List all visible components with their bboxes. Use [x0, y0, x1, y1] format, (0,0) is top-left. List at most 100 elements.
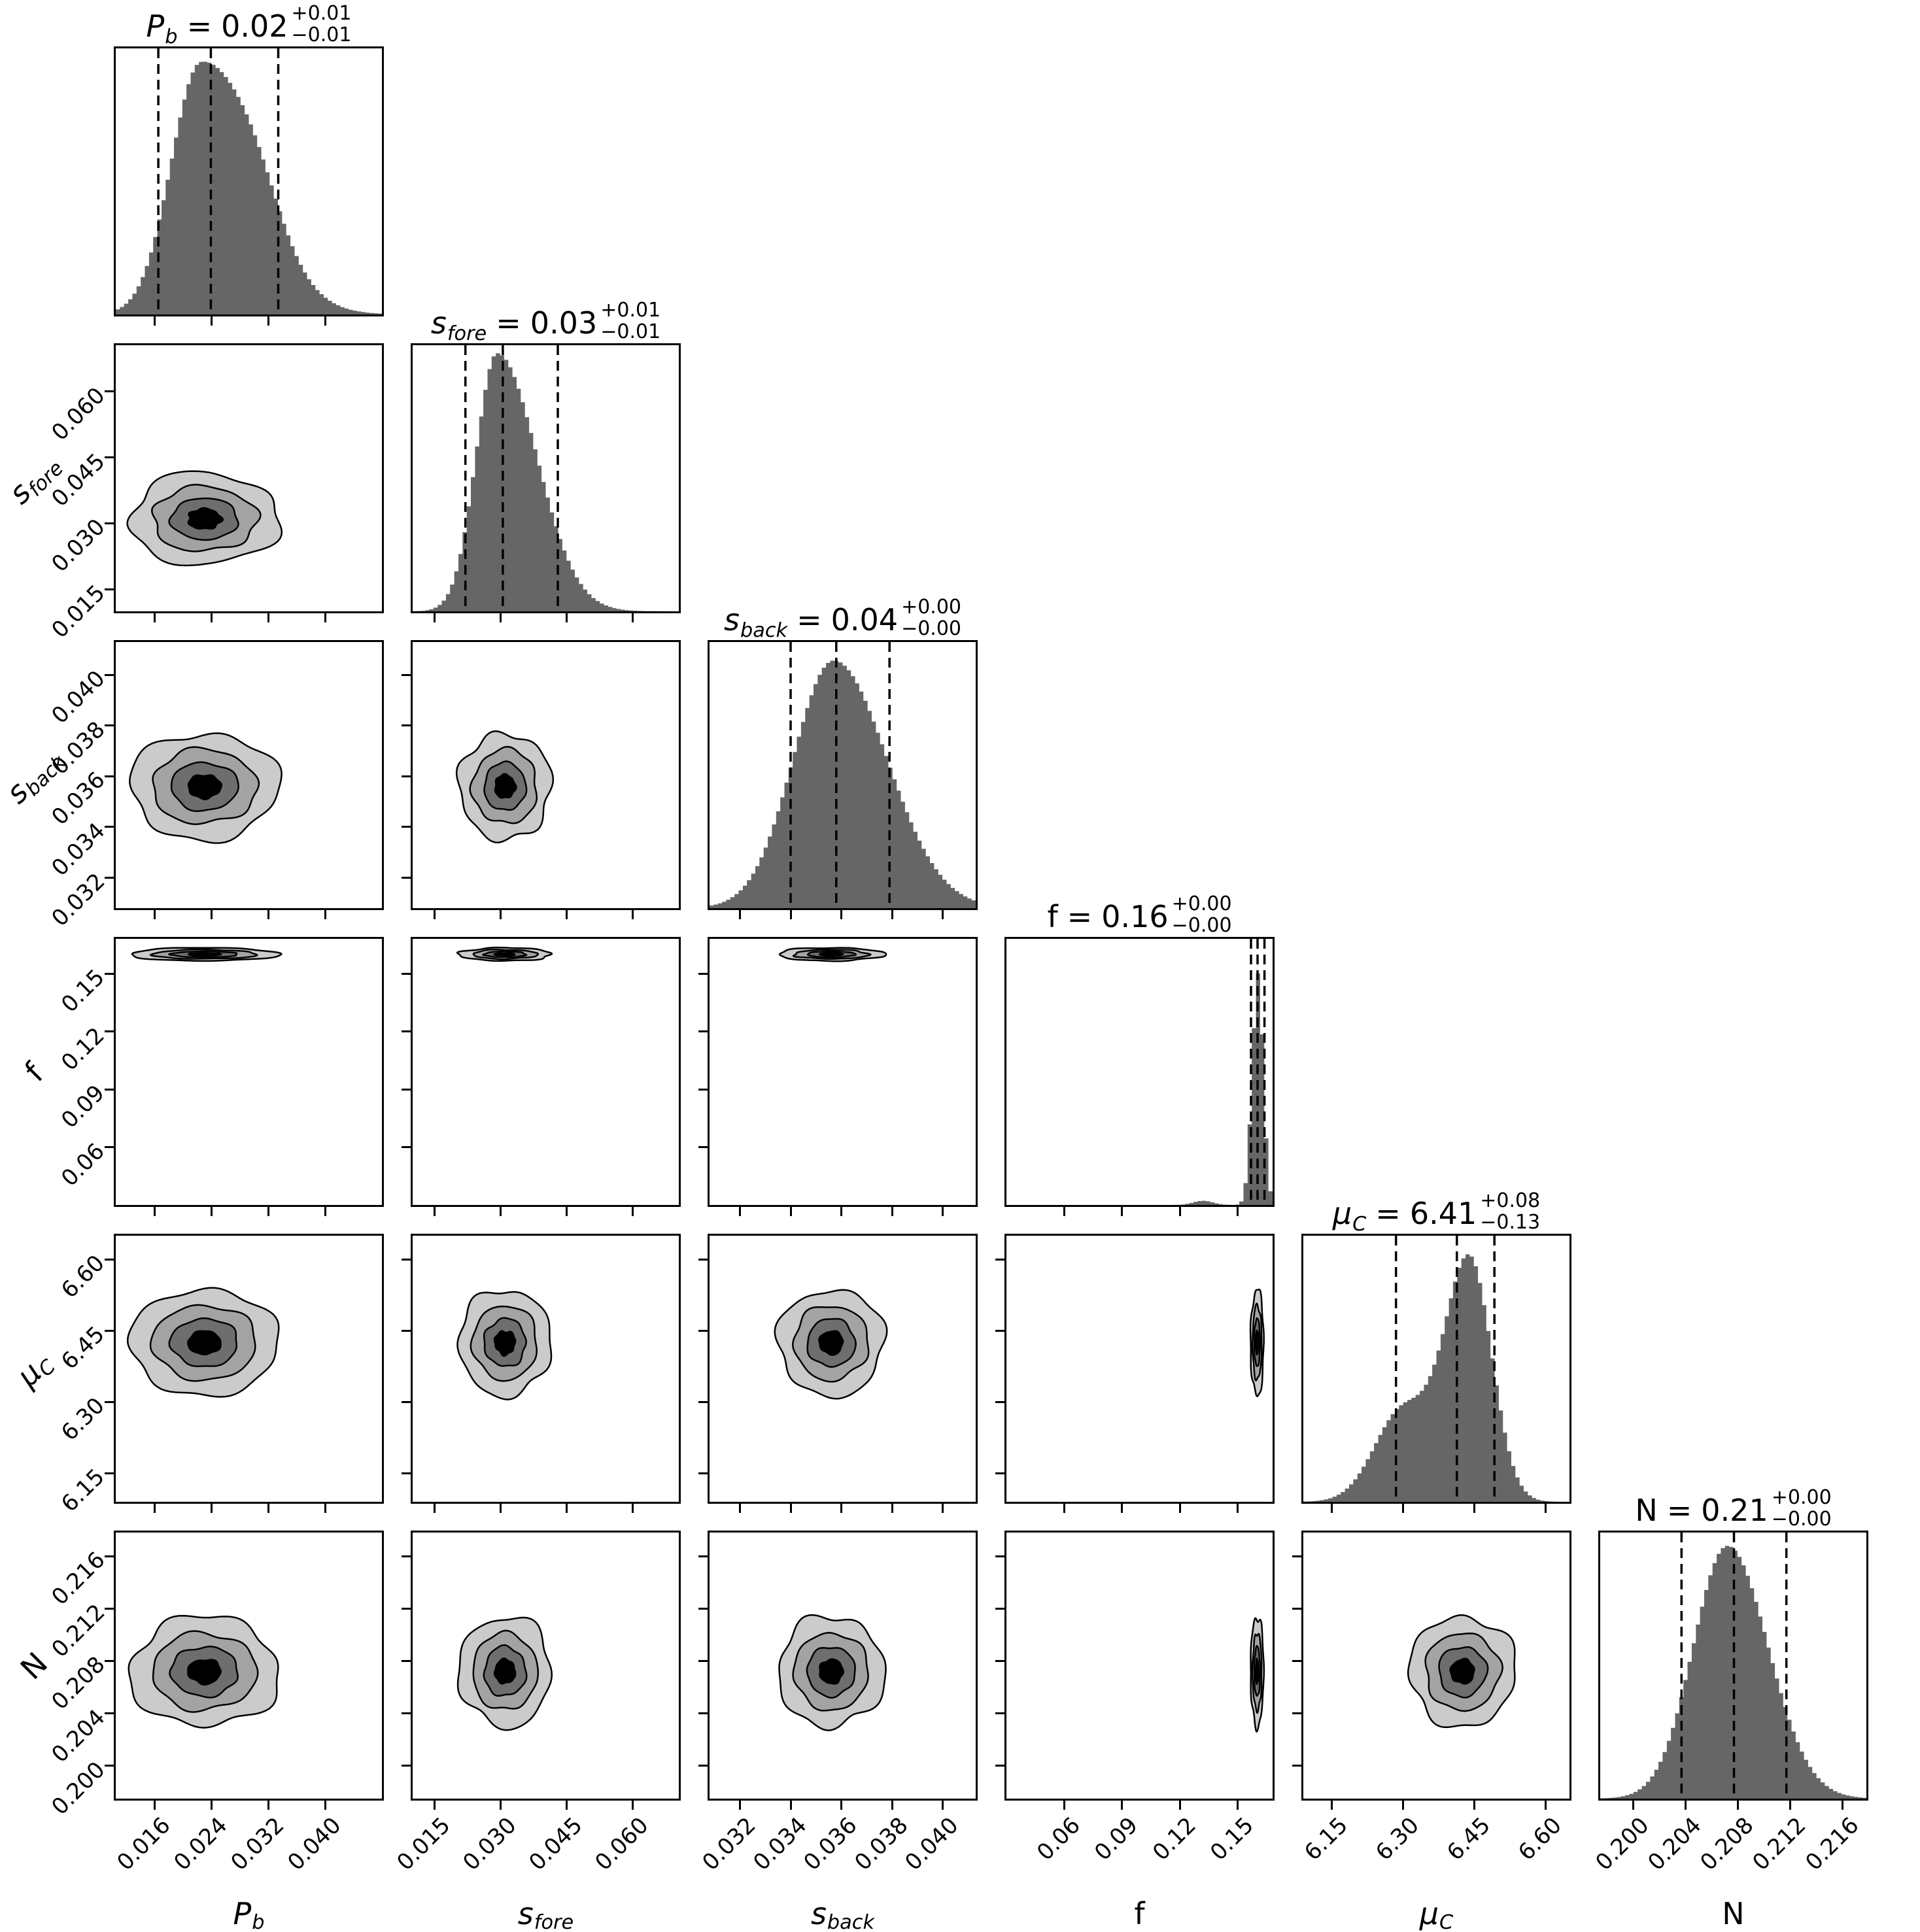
x-tick-label-text: 0.040 [900, 1812, 964, 1876]
y-tick-label-text: 0.208 [46, 1652, 111, 1716]
y-tick [105, 456, 114, 459]
y-tick [105, 1400, 114, 1403]
title-uncertainty: +0.00 −0.00 [901, 596, 961, 640]
y-tick [105, 724, 114, 727]
contour-level-4 [187, 507, 224, 530]
x-tick [1237, 1207, 1239, 1216]
contour-level-4 [492, 952, 516, 957]
x-tick [1121, 1801, 1123, 1810]
y-tick [698, 1472, 708, 1474]
x-tick-label-text: 0.038 [849, 1812, 914, 1876]
param-label-sub: back [740, 619, 788, 643]
y-tick-label-text: 0.060 [46, 382, 111, 446]
y-tick [402, 1088, 411, 1091]
param-label-main: s [430, 305, 447, 341]
y-tick [995, 1659, 1004, 1662]
hist-P_b [114, 46, 384, 316]
y-tick-label-text: 0.212 [46, 1599, 111, 1663]
title-uncertainty: +0.01 −0.01 [292, 3, 352, 46]
y-tick [105, 1712, 114, 1715]
panel-s_back-vs-P_b [114, 640, 384, 910]
y-tick [105, 876, 114, 879]
x-tick [1473, 1504, 1476, 1513]
y-axis-label-text: μC [10, 1344, 61, 1393]
x-tick-label-text: 0.036 [798, 1812, 863, 1876]
y-tick [1292, 1555, 1301, 1557]
title-value: 0.21 [1701, 1493, 1768, 1528]
x-tick [1842, 1801, 1844, 1810]
title-plus: +0.01 [291, 1, 352, 25]
title-value: 0.03 [530, 305, 598, 341]
y-tick-label-text: 0.030 [46, 514, 111, 578]
y-tick-label-text: 0.034 [46, 817, 111, 881]
x-tick [789, 910, 792, 919]
x-tick [942, 1801, 944, 1810]
y-tick [105, 1258, 114, 1261]
y-tick-label-text: 0.015 [46, 580, 111, 644]
x-tick-label-text: 0.060 [590, 1812, 654, 1876]
hist-s_back [708, 640, 978, 910]
x-tick [1545, 1504, 1547, 1513]
y-tick [402, 1400, 411, 1403]
y-tick [698, 1659, 708, 1662]
x-tick [1789, 1801, 1792, 1810]
param-label-main: f [1047, 899, 1058, 934]
equals-sign: = [797, 602, 822, 637]
param-label-main: f [1134, 1896, 1145, 1931]
x-tick [739, 1504, 741, 1513]
y-tick [402, 826, 411, 828]
x-tick [500, 613, 502, 622]
x-tick [267, 910, 269, 919]
contour-level-4 [1449, 1657, 1475, 1685]
x-tick-label-text: 0.204 [1643, 1812, 1707, 1876]
x-tick [1121, 1504, 1123, 1513]
y-tick-label-text: 0.200 [46, 1756, 111, 1820]
x-tick [267, 1801, 269, 1810]
title-minus: −0.00 [1771, 1508, 1832, 1531]
x-tick [324, 613, 326, 622]
panel-mu_C-vs-s_back [708, 1234, 978, 1504]
y-tick-label-text: 0.12 [56, 1022, 111, 1076]
x-tick [154, 1504, 156, 1513]
panel-mu_C-vs-s_fore [411, 1234, 681, 1504]
title-uncertainty: +0.08 −0.13 [1480, 1190, 1540, 1234]
plot-canvas [710, 642, 976, 908]
x-tick [891, 1207, 893, 1216]
x-tick [840, 910, 843, 919]
x-tick [267, 1207, 269, 1216]
x-tick [739, 1207, 741, 1216]
y-tick [995, 1712, 1004, 1715]
y-tick [1292, 1712, 1301, 1715]
y-tick [105, 390, 114, 393]
y-tick [105, 1472, 114, 1474]
x-tick [1545, 1801, 1547, 1810]
x-tick [500, 910, 502, 919]
panel-f-vs-P_b [114, 937, 384, 1207]
plot-canvas [1600, 1533, 1866, 1799]
param-label-main: μ [1419, 1896, 1439, 1931]
histogram-density [1600, 1546, 1866, 1799]
contour-level-4 [1254, 1329, 1260, 1356]
param-label-main: N [13, 1645, 55, 1686]
x-tick-label-text: 0.216 [1800, 1812, 1864, 1876]
y-tick [698, 1146, 708, 1149]
y-tick-label-text: 0.040 [46, 666, 111, 730]
hist-f [1004, 937, 1275, 1207]
contour-level-4 [818, 952, 844, 957]
x-tick [211, 613, 213, 622]
title-s_fore: s fore = 0.03 +0.01 −0.01 [411, 299, 681, 346]
x-tick-label-text: 0.12 [1147, 1812, 1201, 1866]
y-tick [105, 972, 114, 975]
param-label-sub: b [165, 25, 178, 49]
panel-mu_C-vs-f [1004, 1234, 1275, 1504]
x-tick [1684, 1801, 1687, 1810]
x-tick [324, 1504, 326, 1513]
equals-sign: = [1067, 899, 1093, 934]
y-tick [1292, 1659, 1301, 1662]
x-tick [500, 1801, 502, 1810]
plot-canvas [129, 732, 283, 844]
histogram-density [413, 353, 679, 611]
title-s_back: s back = 0.04 +0.00 −0.00 [708, 596, 978, 643]
